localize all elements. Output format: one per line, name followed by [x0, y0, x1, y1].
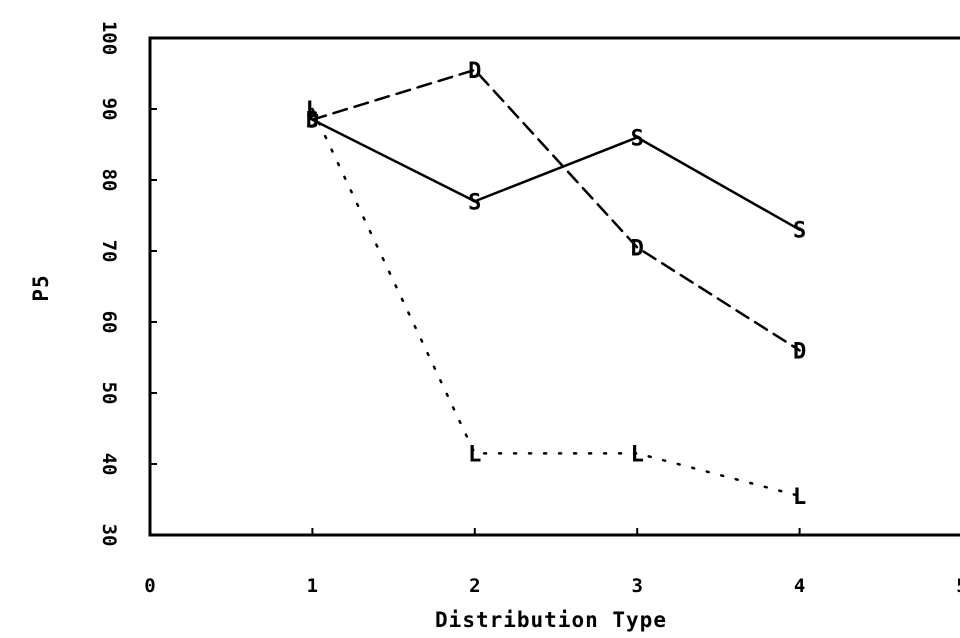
series-l: L L L L — [306, 98, 806, 510]
data-point-d: D — [793, 339, 806, 364]
x-tick-label: 1 — [307, 575, 318, 597]
data-point-s: S — [793, 219, 806, 244]
series-s: S S S S — [306, 109, 806, 244]
data-point-d: D — [468, 59, 481, 84]
y-axis-ticks: 30 40 50 60 70 80 90 100 — [98, 21, 157, 547]
data-point-d: D — [306, 109, 319, 134]
y-tick-label: 30 — [98, 524, 120, 547]
data-point-l: L — [306, 98, 319, 123]
y-tick-label: 70 — [98, 240, 120, 263]
y-tick-label: 90 — [98, 98, 120, 121]
plot-border — [148, 36, 960, 537]
series-line-s — [311, 118, 801, 231]
y-tick-label: 60 — [98, 311, 120, 334]
x-tick-label: 2 — [469, 575, 480, 597]
x-axis-ticks: 0 1 2 3 4 5 — [144, 528, 960, 597]
data-point-s: S — [306, 109, 319, 134]
data-point-s: S — [631, 126, 644, 151]
data-point-l: L — [631, 442, 644, 467]
y-tick-label: 50 — [98, 382, 120, 405]
data-point-l: L — [793, 485, 806, 510]
x-axis-title: Distribution Type — [435, 608, 667, 632]
x-tick-label: 3 — [631, 575, 642, 597]
data-point-s: S — [468, 190, 481, 215]
data-point-d: D — [631, 236, 644, 261]
y-tick-label: 100 — [98, 21, 120, 55]
x-tick-label: 5 — [956, 575, 960, 597]
y-axis-title: P5 — [29, 274, 53, 301]
y-tick-label: 40 — [98, 453, 120, 476]
x-tick-label: 4 — [794, 575, 805, 597]
y-tick-label: 80 — [98, 169, 120, 192]
plot-frame — [148, 36, 960, 537]
x-tick-label: 0 — [144, 575, 155, 597]
series-line-d — [311, 68, 801, 352]
series-line-l — [311, 107, 801, 498]
data-point-l: L — [468, 442, 481, 467]
series-d: D D D D — [306, 59, 806, 364]
